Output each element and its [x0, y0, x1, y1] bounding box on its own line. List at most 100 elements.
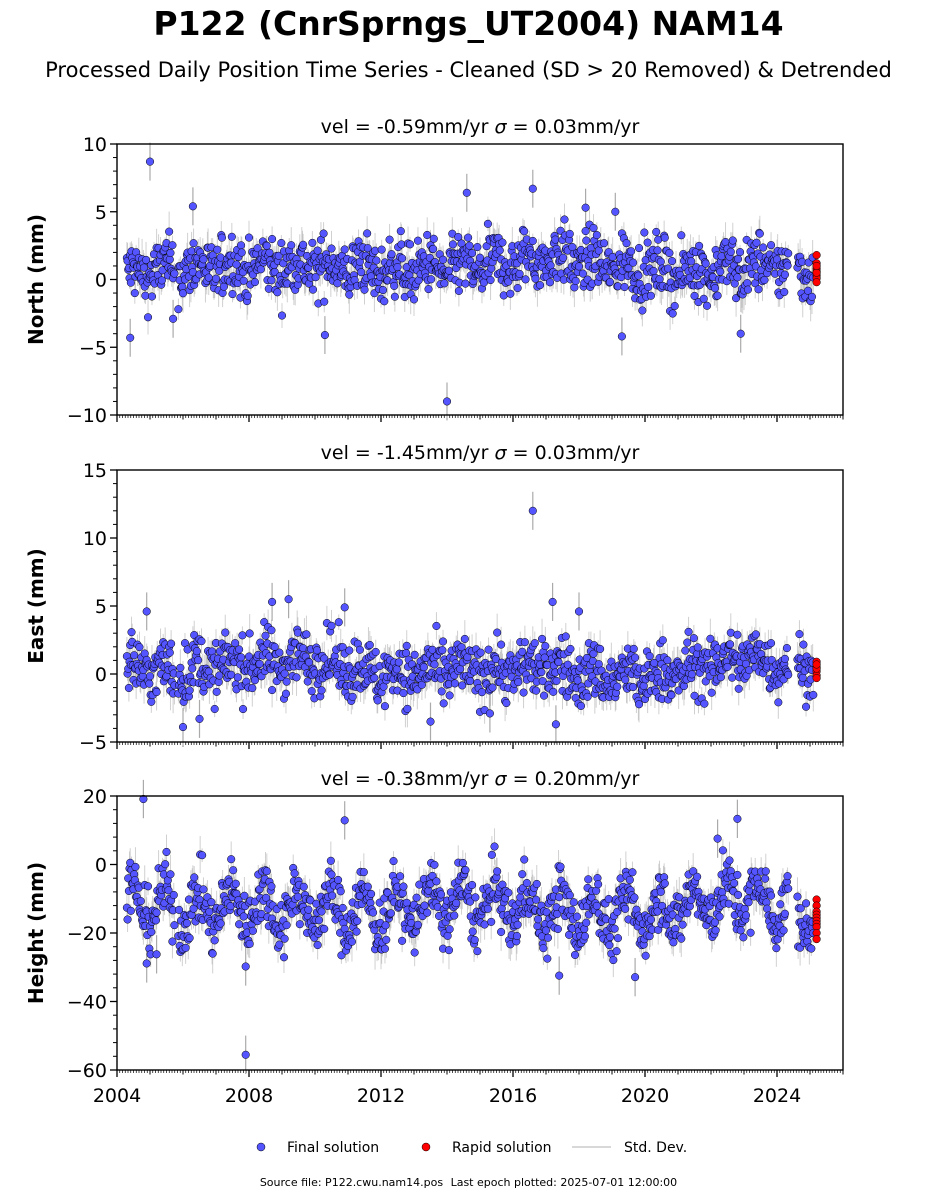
final-outlier-point [188, 202, 197, 211]
final-point [371, 647, 380, 657]
final-point [264, 284, 273, 293]
sigma-label: = 0.20mm/yr [507, 768, 640, 790]
final-point [631, 653, 640, 662]
final-point [629, 258, 638, 267]
final-outlier-point [142, 607, 151, 616]
final-point [394, 658, 403, 667]
panel-title: vel = -1.45mm/yr σ = 0.03mm/yr [321, 442, 640, 464]
velocity-label: vel = -1.45mm/yr [321, 442, 495, 464]
final-outlier-point [528, 506, 537, 515]
final-point [537, 668, 546, 677]
final-point [199, 255, 208, 264]
final-point [699, 294, 708, 303]
y-tick-label: 5 [95, 596, 107, 618]
final-point [280, 669, 289, 678]
final-point [545, 278, 555, 287]
final-point [215, 671, 224, 680]
final-point [667, 690, 676, 700]
final-point [583, 692, 592, 701]
sigma-symbol: σ [495, 442, 508, 464]
final-point [560, 215, 569, 224]
final-outlier-point [195, 714, 204, 723]
panel-north: vel = -0.59mm/yr σ = 0.03mm/yr North (mm)… [24, 116, 844, 427]
final-point [728, 236, 737, 245]
final-point [483, 219, 492, 228]
sigma-symbol: σ [495, 116, 508, 138]
final-point [784, 249, 793, 258]
final-point [658, 636, 667, 645]
final-point [760, 275, 769, 285]
final-point [541, 642, 550, 651]
rapid-solution-points [812, 657, 821, 683]
final-point [245, 629, 254, 638]
final-point [716, 267, 725, 276]
final-point [536, 281, 545, 290]
final-point [307, 687, 316, 696]
final-point [253, 244, 262, 253]
final-point [256, 265, 265, 274]
final-point [754, 285, 763, 294]
final-point [532, 686, 541, 695]
final-point [795, 630, 804, 639]
final-point [726, 247, 735, 256]
final-point [313, 246, 322, 255]
final-point [244, 233, 254, 242]
final-point [622, 239, 631, 248]
final-point [689, 634, 698, 643]
final-outlier-point [340, 603, 349, 612]
final-point [167, 639, 176, 648]
final-point [390, 292, 399, 301]
final-point [427, 275, 436, 284]
final-point [780, 270, 789, 279]
final-point [277, 238, 286, 248]
final-point [613, 682, 622, 691]
final-point [250, 676, 259, 685]
final-point [237, 248, 246, 257]
final-point [212, 687, 221, 696]
final-point [653, 246, 662, 255]
final-point [687, 257, 696, 266]
final-point [589, 223, 598, 233]
final-point [617, 273, 626, 282]
final-outlier-point [178, 722, 188, 732]
final-point [733, 630, 742, 639]
final-point [145, 679, 154, 688]
final-point [130, 651, 139, 660]
final-point [513, 284, 522, 293]
final-point [677, 231, 686, 240]
final-outlier-point [581, 203, 590, 212]
final-outlier-point [548, 597, 557, 606]
final-point [549, 687, 558, 696]
final-point [582, 236, 591, 245]
final-point [514, 678, 523, 687]
final-point [165, 227, 174, 236]
final-outlier-point [485, 709, 494, 718]
final-point [126, 278, 135, 287]
final-point [519, 688, 528, 697]
final-point [574, 262, 584, 271]
final-point [227, 232, 236, 241]
final-point [380, 702, 390, 711]
final-point [759, 243, 768, 252]
final-point [488, 683, 497, 692]
final-point [767, 241, 776, 250]
final-point [690, 291, 699, 300]
final-point [419, 663, 428, 672]
final-point [755, 229, 764, 238]
final-point [140, 263, 149, 272]
final-point [410, 650, 419, 659]
final-point [798, 673, 807, 682]
final-point [743, 285, 753, 294]
final-point [664, 264, 673, 273]
final-point [552, 676, 561, 685]
velocity-label: vel = -0.38mm/yr [321, 768, 495, 790]
final-point [262, 241, 271, 250]
final-point [145, 672, 155, 681]
y-tick-label: 0 [95, 664, 107, 686]
y-tick-label: 0 [95, 270, 107, 292]
std-dev-bars [126, 491, 814, 747]
final-point [308, 285, 318, 294]
final-point [660, 233, 669, 242]
final-point [566, 644, 575, 653]
